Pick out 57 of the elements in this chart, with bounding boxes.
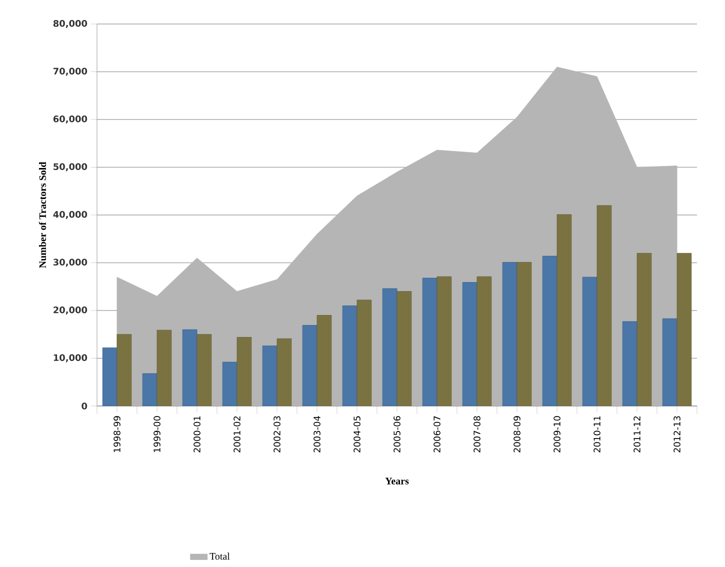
x-tick-label: 2003-04: [314, 416, 320, 452]
bar: [622, 321, 638, 406]
x-tick-label: 2010-11: [594, 416, 600, 452]
bar: [422, 278, 438, 406]
bar: [276, 338, 292, 406]
bar: [556, 214, 572, 406]
x-tick-label: 2004-05: [354, 416, 360, 452]
bar: [302, 325, 318, 406]
bar: [102, 348, 118, 406]
y-tick-label: 60,000: [53, 116, 88, 124]
x-tick-label: 2012-13: [674, 416, 680, 452]
y-tick-label: 20,000: [54, 306, 88, 314]
x-tick-label: 1998-99: [114, 416, 120, 452]
x-tick-label: 2002-03: [274, 416, 280, 452]
bar: [436, 276, 452, 406]
bar: [582, 276, 598, 406]
x-tick-label: 2011-12: [634, 416, 640, 452]
bar: [236, 337, 252, 406]
bar: [476, 276, 492, 406]
bar: [116, 334, 132, 406]
bar: [262, 346, 278, 406]
bar: [462, 282, 478, 406]
y-tick-label: 30,000: [53, 258, 88, 267]
bar: [396, 291, 412, 406]
y-tick-label: 50,000: [54, 163, 88, 172]
bar: [502, 262, 518, 406]
y-tick-label: 10,000: [54, 354, 88, 362]
bar: [222, 362, 238, 406]
bar: [182, 329, 198, 406]
y-tick-label: 40,000: [53, 211, 88, 219]
x-tick-label: 2005-06: [394, 416, 400, 452]
bar: [196, 334, 212, 406]
bar: [516, 262, 532, 406]
y-tick-label: 70,000: [53, 68, 88, 76]
bar: [156, 330, 172, 406]
bar: [662, 318, 678, 406]
x-tick-label: 2001-02: [234, 416, 240, 452]
x-tick-label: 2008-09: [514, 416, 520, 452]
bar: [142, 373, 158, 406]
y-tick-label: 0: [82, 402, 88, 410]
x-axis-title: Years: [385, 478, 409, 484]
bar: [596, 205, 612, 406]
legend-label: Total: [210, 552, 230, 560]
x-tick-label: 2006-07: [434, 416, 440, 452]
bar: [342, 306, 358, 406]
x-tick-label: 2007-08: [474, 416, 480, 452]
x-tick-label: 2000-01: [194, 416, 200, 452]
bar: [542, 256, 558, 406]
bar: [382, 288, 398, 406]
y-axis-title: Number of Tractors Sold: [38, 162, 46, 268]
bar: [316, 315, 332, 406]
bar: [676, 252, 692, 406]
bar: [356, 300, 372, 406]
x-tick-label: 1999-00: [154, 416, 160, 452]
y-tick-label: 80,000: [53, 20, 88, 28]
bar: [636, 252, 652, 406]
x-tick-label: 2009-10: [554, 416, 560, 452]
